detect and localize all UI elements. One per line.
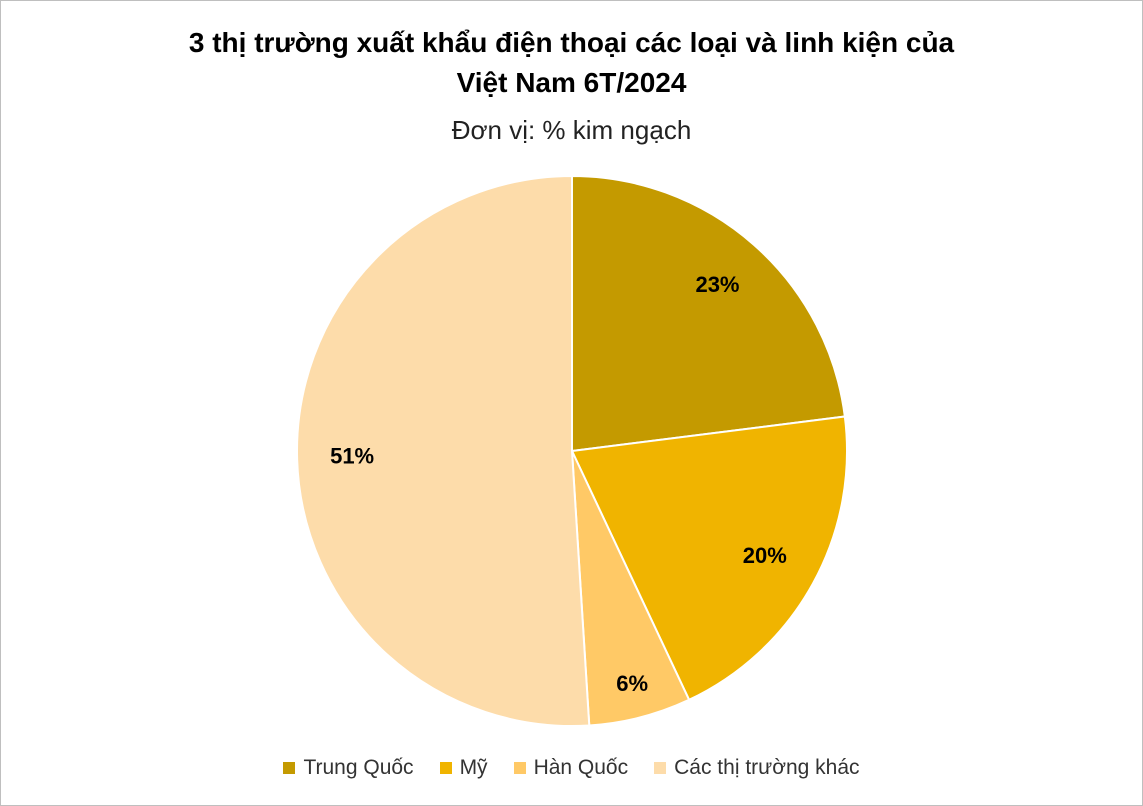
data-label: 6% [616, 671, 648, 696]
legend-item: Mỹ [439, 756, 488, 780]
chart-subtitle: Đơn vị: % kim ngạch [451, 115, 692, 145]
legend-label: Hàn Quốc [533, 756, 629, 779]
legend: Trung Quốc Mỹ Hàn Quốc Các thị trường khác [1, 756, 1142, 780]
data-label: 51% [330, 444, 374, 469]
data-label: 23% [695, 272, 739, 297]
legend-swatch [654, 762, 667, 774]
pie-slice [570, 415, 848, 702]
pie-slice [296, 174, 591, 727]
legend-item: Các thị trường khác [654, 756, 860, 780]
title-line: 3 thị trường xuất khẩu điện thoại các lo… [188, 27, 955, 58]
legend-label: Mỹ [459, 756, 488, 779]
legend-item: Trung Quốc [283, 756, 414, 780]
legend-item: Hàn Quốc [513, 756, 629, 780]
data-label: 20% [743, 543, 787, 568]
legend-label: Trung Quốc [303, 756, 414, 779]
pie-slice [571, 174, 846, 453]
legend-label: Các thị trường khác [674, 756, 860, 779]
chart-title: 3 thị trường xuất khẩu điện thoại các lo… [1, 23, 1142, 103]
legend-swatch [439, 762, 452, 774]
title-line: Việt Nam 6T/2024 [456, 67, 687, 98]
legend-swatch [283, 762, 296, 774]
legend-swatch [513, 762, 526, 774]
